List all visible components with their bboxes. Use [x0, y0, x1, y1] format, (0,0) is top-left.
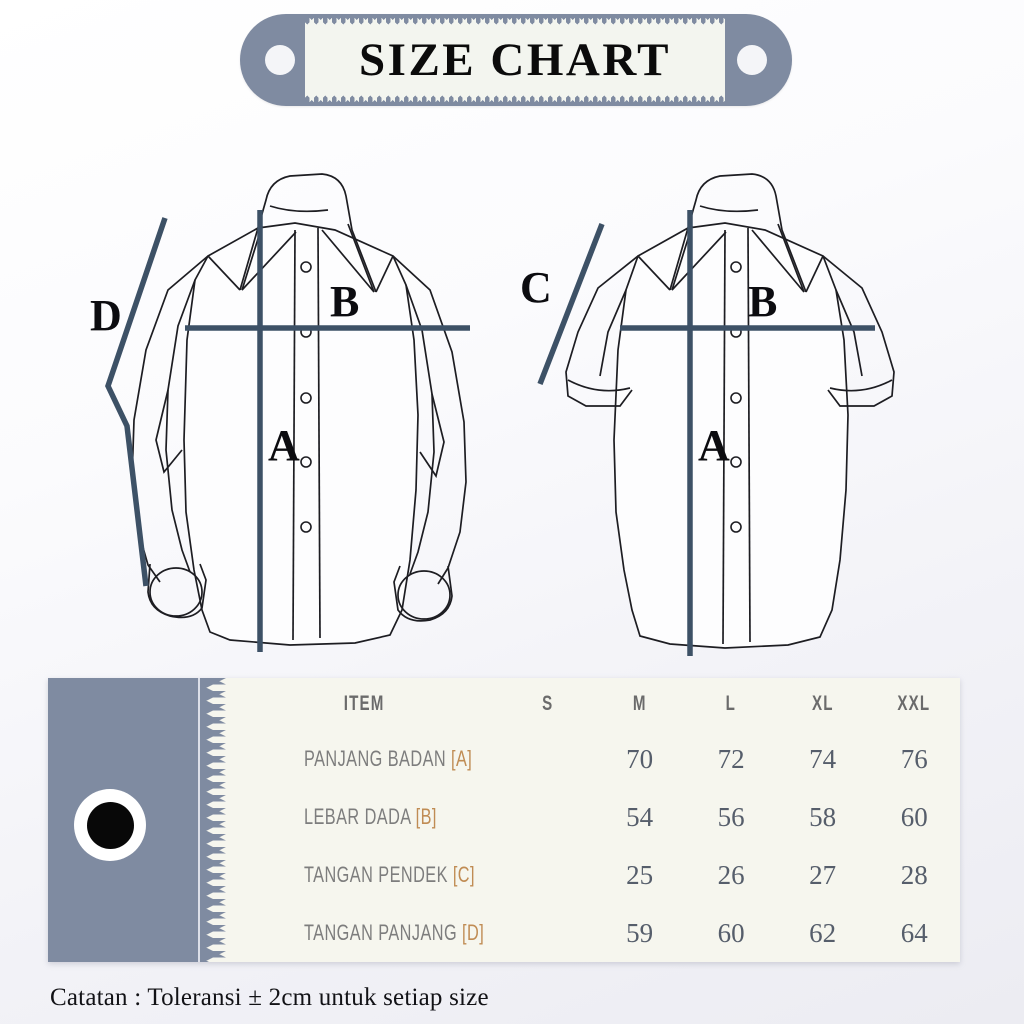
header-size-l: L	[725, 692, 737, 715]
punch-hole-icon	[74, 789, 146, 861]
row-label-panjang-badan: PANJANG BADAN [A]	[226, 730, 502, 788]
row-label-text: TANGAN PANJANG	[304, 920, 463, 945]
cell-b-xxl: 60	[900, 801, 928, 832]
label-d: D	[90, 291, 122, 340]
table-row: TANGAN PENDEK [C] 25 26 27 28	[226, 846, 960, 904]
table-header-row: ITEM S M L XL XXL	[226, 678, 960, 730]
cell-a-m: 70	[626, 743, 654, 774]
table-row: LEBAR DADA [B] 54 56 58 60	[226, 788, 960, 846]
table-tag-panel	[48, 678, 200, 962]
size-chart-table-card: ITEM S M L XL XXL PANJANG BADAN [A] 70 7…	[48, 678, 960, 962]
cell-c-l: 26	[717, 859, 745, 890]
cell-a-xl: 74	[809, 743, 837, 774]
page-title: SIZE CHART	[359, 34, 671, 86]
row-label-text: TANGAN PENDEK	[304, 862, 453, 887]
cell-d-l: 60	[717, 917, 745, 948]
cell-b-xl: 58	[809, 801, 837, 832]
header-size-xxl: XXL	[897, 692, 931, 715]
punch-hole-inner-icon	[86, 801, 134, 849]
header-size-m: M	[632, 692, 647, 715]
row-label-code: [B]	[415, 804, 437, 829]
label-b: B	[330, 277, 359, 326]
cell-a-xxl: 76	[900, 743, 928, 774]
cell-c-xxl: 28	[900, 859, 928, 890]
short-sleeve-shirt-diagram: C B A	[520, 173, 895, 656]
row-label-code: [D]	[462, 920, 485, 945]
row-label-text: LEBAR DADA	[304, 804, 416, 829]
cell-b-m: 54	[626, 801, 654, 832]
table-background	[200, 678, 960, 962]
header-size-xl: XL	[811, 692, 834, 715]
title-plate: SIZE CHART	[305, 18, 725, 102]
row-label-tangan-pendek: TANGAN PENDEK [C]	[226, 846, 502, 904]
size-table: ITEM S M L XL XXL PANJANG BADAN [A] 70 7…	[226, 678, 960, 962]
measure-line-c	[537, 223, 605, 385]
row-label-code: [C]	[452, 862, 475, 887]
shirt-illustration-area: D B A C	[0, 120, 1024, 665]
cell-d-xxl: 64	[900, 917, 928, 948]
table-row: PANJANG BADAN [A] 70 72 74 76	[226, 730, 960, 788]
label-b: B	[748, 277, 777, 326]
label-c: C	[520, 263, 552, 312]
tolerance-note: Catatan : Toleransi ± 2cm untuk setiap s…	[50, 984, 489, 1011]
row-label-lebar-dada: LEBAR DADA [B]	[226, 788, 502, 846]
header-item: ITEM	[343, 692, 385, 715]
long-sleeve-shirt-diagram: D B A	[90, 173, 470, 652]
label-a: A	[268, 421, 300, 470]
cell-a-l: 72	[717, 743, 745, 774]
cell-b-l: 56	[717, 801, 745, 832]
label-a: A	[698, 421, 730, 470]
row-label-text: PANJANG BADAN	[304, 746, 452, 771]
table-row: TANGAN PANJANG [D] 59 60 62 64	[226, 904, 960, 962]
badge-hole-right-icon	[737, 45, 767, 75]
row-label-tangan-panjang: TANGAN PANJANG [D]	[226, 904, 502, 962]
row-label-code: [A]	[451, 746, 473, 771]
header-size-s: S	[542, 692, 554, 715]
cell-d-xl: 62	[809, 917, 837, 948]
cell-d-m: 59	[626, 917, 654, 948]
cell-c-xl: 27	[809, 859, 837, 890]
cell-b-s	[502, 788, 594, 846]
cell-c-m: 25	[626, 859, 654, 890]
measure-line-d	[105, 217, 168, 587]
table-zigzag-edge	[200, 678, 226, 962]
badge-hole-left-icon	[265, 45, 295, 75]
